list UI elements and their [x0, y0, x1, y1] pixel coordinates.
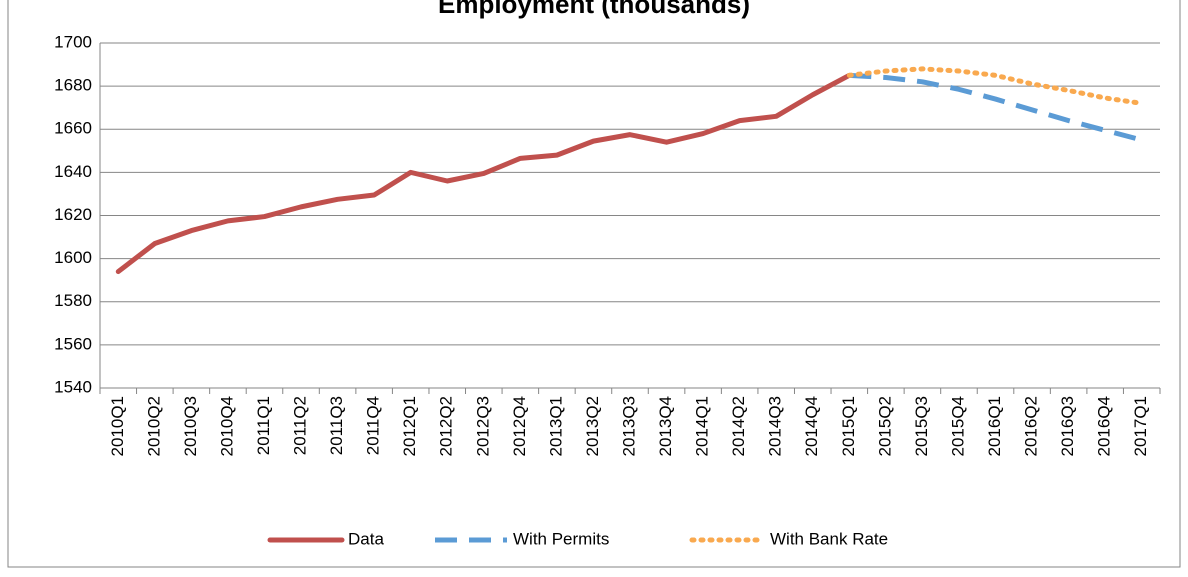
y-tick-label: 1660: [54, 119, 92, 138]
y-tick-label: 1560: [54, 334, 92, 353]
x-tick-label: 2011Q3: [327, 396, 346, 455]
x-tick-label: 2014Q1: [693, 396, 712, 457]
y-tick-label: 1640: [54, 162, 92, 181]
x-tick-label: 2010Q2: [144, 396, 163, 457]
legend-label: With Permits: [513, 529, 609, 548]
series-line: [115, 72, 852, 275]
x-tick-label: 2011Q1: [254, 396, 273, 455]
x-tick-label: 2011Q2: [291, 396, 310, 455]
x-tick-label: 2011Q4: [364, 396, 383, 455]
x-tick-label: 2013Q1: [546, 396, 565, 457]
y-tick-label: 1700: [54, 32, 92, 51]
x-tick-label: 2010Q3: [181, 396, 200, 457]
series-line: [846, 66, 1145, 106]
x-tick-label: 2016Q1: [985, 396, 1004, 457]
x-tick-label: 2012Q1: [400, 396, 419, 457]
chart-title: Employment (thousands): [438, 0, 750, 19]
x-tick-label: 2016Q2: [1022, 396, 1041, 457]
series-line: [849, 72, 1143, 143]
y-tick-label: 1540: [54, 377, 92, 396]
x-tick-label: 2015Q3: [912, 396, 931, 457]
x-tick-label: 2012Q4: [510, 396, 529, 457]
x-tick-label: 2016Q4: [1095, 396, 1114, 457]
x-tick-label: 2015Q1: [839, 396, 858, 457]
x-tick-label: 2014Q2: [729, 396, 748, 457]
chart-frame: [7, 0, 1181, 568]
x-tick-label: 2012Q3: [473, 396, 492, 457]
y-tick-label: 1600: [54, 248, 92, 267]
legend-label: Data: [348, 529, 384, 548]
x-tick-label: 2015Q2: [875, 396, 894, 457]
x-tick-label: 2016Q3: [1058, 396, 1077, 457]
x-tick-label: 2012Q2: [437, 396, 456, 457]
x-tick-label: 2010Q1: [108, 396, 127, 457]
y-tick-label: 1580: [54, 291, 92, 310]
x-tick-label: 2013Q2: [583, 396, 602, 457]
legend-label: With Bank Rate: [770, 529, 888, 548]
x-tick-label: 2014Q4: [802, 396, 821, 457]
x-tick-label: 2013Q3: [619, 396, 638, 457]
x-tick-label: 2015Q4: [948, 396, 967, 457]
x-tick-label: 2017Q1: [1131, 396, 1150, 457]
y-tick-label: 1620: [54, 205, 92, 224]
y-tick-label: 1680: [54, 76, 92, 95]
x-tick-label: 2010Q4: [217, 396, 236, 457]
x-tick-label: 2013Q4: [656, 396, 675, 457]
x-tick-label: 2014Q3: [766, 396, 785, 457]
